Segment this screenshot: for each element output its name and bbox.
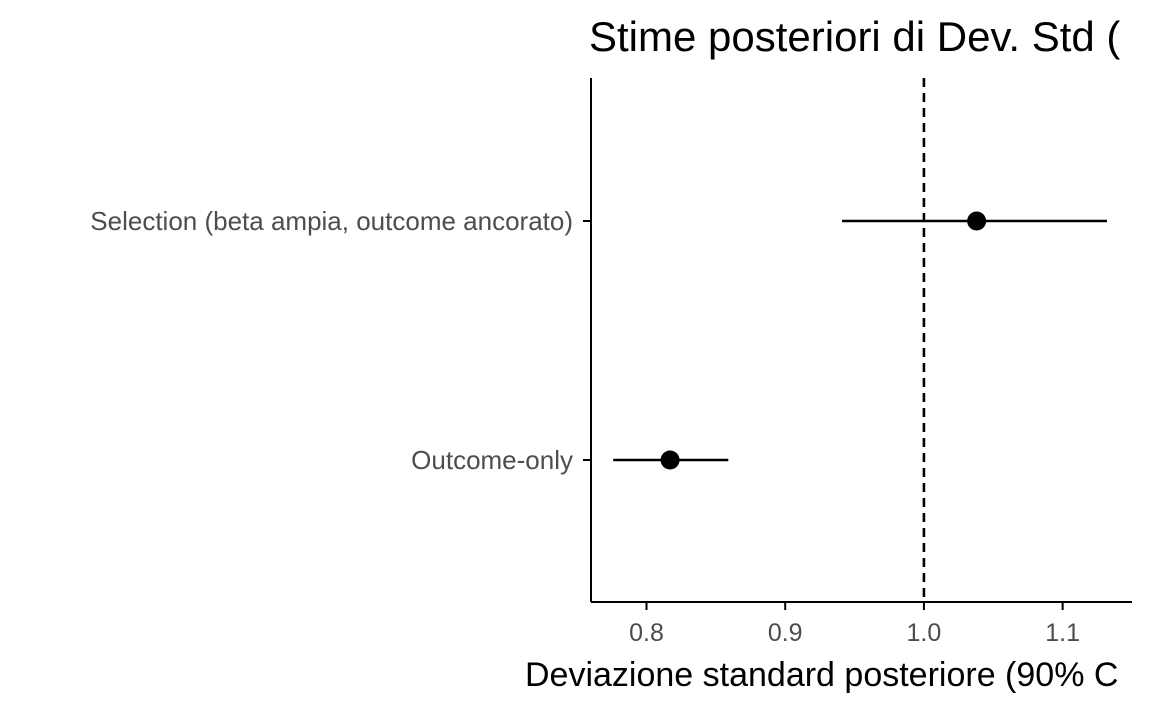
estimate-point xyxy=(660,450,680,470)
plot-area xyxy=(613,78,1108,602)
y-tick-label: Outcome-only xyxy=(411,445,573,475)
chart-title: Stime posteriori di Dev. Std ( xyxy=(589,13,1120,60)
x-tick-label: 1.1 xyxy=(1045,619,1080,647)
point-group xyxy=(660,211,987,470)
y-tick-label: Selection (beta ampia, outcome ancorato) xyxy=(90,206,573,236)
estimate-point xyxy=(967,211,987,231)
x-tick-label: 1.0 xyxy=(907,619,942,647)
x-axis-title: Deviazione standard posteriore (90% C xyxy=(525,656,1118,694)
x-tick-label: 0.8 xyxy=(629,619,664,647)
x-axis-ticks: 0.8 0.9 1.0 1.1 xyxy=(629,602,1080,647)
interval-group xyxy=(613,219,1108,462)
x-tick-label: 0.9 xyxy=(768,619,803,647)
y-axis-ticks: Selection (beta ampia, outcome ancorato)… xyxy=(90,206,591,475)
